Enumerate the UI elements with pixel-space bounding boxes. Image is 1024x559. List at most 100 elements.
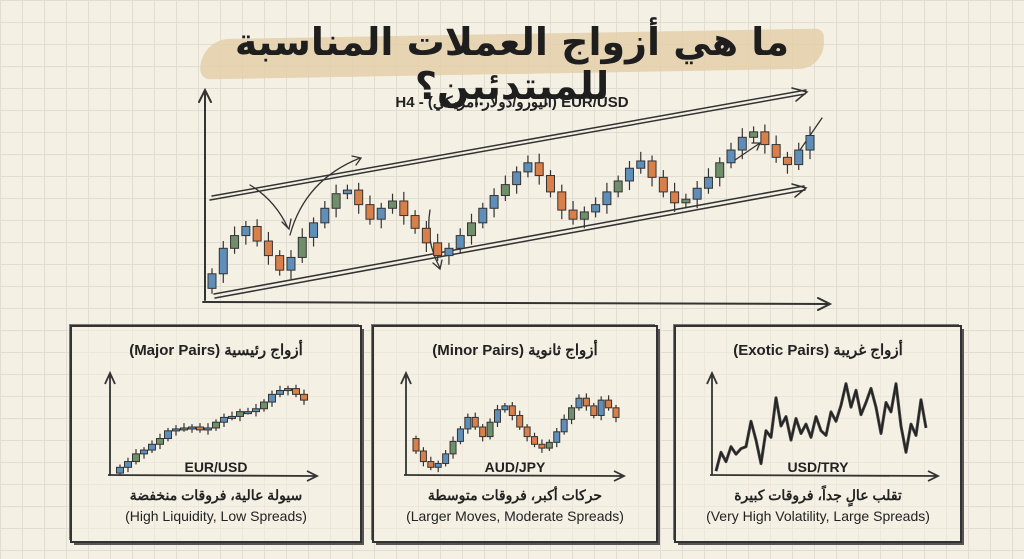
candle-body bbox=[419, 450, 427, 463]
candle-body bbox=[782, 156, 792, 166]
candle-body bbox=[275, 255, 285, 271]
candle-bearish bbox=[412, 435, 420, 454]
candle-bullish bbox=[212, 419, 220, 431]
pair-label: AUD/JPY bbox=[484, 459, 546, 475]
candle-body bbox=[434, 462, 442, 468]
candle-body bbox=[560, 418, 568, 433]
candle-bearish bbox=[612, 404, 620, 423]
candle-body bbox=[204, 427, 212, 431]
candle-body bbox=[512, 171, 522, 186]
panel-desc-ar: سيولة عالية، فروقات منخفضة bbox=[129, 487, 303, 503]
candle-body bbox=[538, 443, 546, 449]
candle-body bbox=[602, 191, 612, 206]
candle-body bbox=[412, 438, 420, 452]
candle-bearish bbox=[433, 233, 443, 262]
candle-body bbox=[427, 461, 435, 468]
candle-body bbox=[449, 440, 457, 455]
candle-bearish bbox=[471, 412, 479, 430]
channel-lower-line bbox=[213, 183, 808, 299]
channel-upper-line bbox=[209, 87, 809, 201]
candle-body bbox=[164, 430, 172, 440]
candle-bearish bbox=[760, 124, 770, 154]
price-line bbox=[715, 383, 927, 472]
candle-bullish bbox=[228, 411, 236, 421]
candle-body bbox=[218, 247, 228, 275]
candle-body bbox=[553, 431, 561, 443]
candle-body bbox=[613, 180, 623, 193]
candle-body bbox=[180, 427, 188, 431]
candle-bearish bbox=[421, 221, 431, 252]
candle-body bbox=[148, 443, 156, 451]
candle-body bbox=[471, 416, 479, 428]
candle-body bbox=[805, 134, 815, 151]
candle-bearish bbox=[410, 210, 420, 234]
candle-bullish bbox=[260, 399, 268, 412]
candle-bullish bbox=[320, 201, 330, 229]
candle-body bbox=[276, 390, 284, 395]
candle-bullish bbox=[244, 407, 252, 415]
candle-bullish bbox=[376, 202, 386, 229]
candle-bullish bbox=[553, 427, 561, 448]
candle-bearish bbox=[605, 395, 613, 411]
panel-title: أزواج رئيسية (Major Pairs) bbox=[129, 342, 303, 359]
candle-bearish bbox=[399, 191, 409, 225]
candle-bullish bbox=[207, 268, 217, 294]
candle-body bbox=[590, 405, 598, 416]
trend-arrow bbox=[289, 155, 363, 236]
candle-bullish bbox=[545, 439, 553, 451]
candle-bearish bbox=[782, 151, 792, 174]
candle-bullish bbox=[624, 160, 634, 191]
candle-body bbox=[647, 160, 657, 178]
candle-body bbox=[309, 222, 319, 238]
candle-body bbox=[292, 388, 300, 395]
candle-body bbox=[342, 189, 352, 195]
candle-bearish bbox=[354, 182, 364, 214]
candle-bullish bbox=[124, 457, 132, 473]
candle-bearish bbox=[427, 456, 435, 471]
candle-bearish bbox=[275, 250, 285, 276]
candle-bullish bbox=[591, 197, 601, 218]
candle-body bbox=[612, 407, 620, 418]
exotic-pairs-chart bbox=[706, 370, 941, 482]
candle-bullish bbox=[613, 175, 623, 198]
candle-bearish bbox=[531, 432, 539, 448]
candle-bearish bbox=[670, 182, 680, 212]
candle-bearish bbox=[365, 195, 375, 225]
candle-body bbox=[493, 409, 501, 423]
candle-body bbox=[286, 256, 296, 271]
candle-bullish bbox=[342, 184, 352, 200]
candle-body bbox=[568, 209, 578, 220]
candle-body bbox=[737, 136, 747, 151]
candle-bullish bbox=[284, 385, 292, 396]
pair-label: USD/TRY bbox=[787, 459, 849, 475]
panel-minor-pairs: أزواج ثانوية (Minor Pairs) AUD/JPY حركات… bbox=[372, 325, 658, 543]
candle-body bbox=[207, 273, 217, 289]
candle-bullish bbox=[268, 390, 276, 407]
candle-bullish bbox=[794, 142, 804, 171]
candle-bullish bbox=[276, 385, 284, 398]
minor-pairs-chart bbox=[400, 370, 627, 482]
candle-bullish bbox=[737, 128, 747, 160]
candle-body bbox=[236, 411, 244, 417]
candle-body bbox=[467, 222, 477, 237]
candle-body bbox=[241, 225, 251, 237]
candle-body bbox=[545, 175, 555, 193]
candle-bullish bbox=[512, 166, 522, 194]
candle-body bbox=[501, 405, 509, 411]
candle-body bbox=[794, 149, 804, 166]
candle-bullish bbox=[560, 414, 568, 435]
candle-bearish bbox=[771, 135, 781, 163]
candle-bullish bbox=[444, 242, 454, 265]
candle-body bbox=[212, 421, 220, 429]
candle-body bbox=[444, 247, 454, 257]
candle-bearish bbox=[647, 155, 657, 187]
candle-body bbox=[260, 401, 268, 410]
candle-bearish bbox=[196, 423, 204, 433]
candle-body bbox=[575, 397, 583, 409]
candle-bullish bbox=[164, 427, 172, 442]
candle-body bbox=[300, 393, 308, 401]
price-line-shadow bbox=[714, 382, 928, 472]
candle-body bbox=[523, 426, 531, 438]
candle-body bbox=[252, 225, 262, 242]
candle-body bbox=[658, 176, 668, 193]
